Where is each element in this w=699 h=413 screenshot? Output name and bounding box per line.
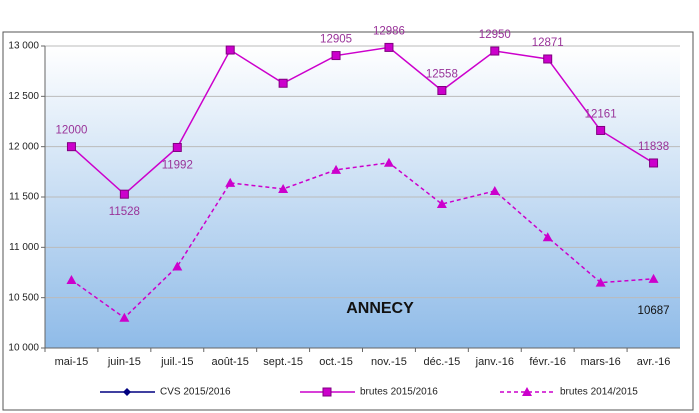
x-tick-label: juin-15: [107, 356, 141, 368]
x-tick-label: sept.-15: [263, 356, 303, 368]
marker: [490, 46, 500, 56]
y-tick-label: 10 500: [8, 292, 39, 303]
data-label: 11838: [638, 141, 669, 153]
y-tick-label: 10 000: [8, 343, 39, 354]
data-label: 12871: [532, 37, 564, 49]
data-label: 12950: [479, 29, 511, 41]
marker: [172, 261, 183, 271]
marker: [596, 125, 606, 135]
marker: [649, 158, 659, 168]
y-tick-label: 13 000: [8, 41, 39, 52]
x-tick-label: mai-15: [55, 356, 89, 368]
marker: [331, 164, 342, 174]
marker: [384, 42, 394, 52]
series-line: [71, 161, 654, 319]
marker: [436, 199, 447, 209]
data-label: 12558: [426, 69, 458, 81]
marker: [489, 185, 500, 195]
y-tick-label: 12 500: [8, 91, 39, 102]
y-tick-label: 11 500: [9, 192, 39, 203]
marker: [278, 78, 288, 88]
x-tick-label: août-15: [212, 356, 249, 368]
x-tick-label: avr.-16: [637, 356, 671, 368]
x-tick-label: févr.-16: [529, 356, 566, 368]
y-tick-label: 12 000: [8, 141, 39, 152]
y-tick-label: 11 000: [9, 242, 39, 253]
series-line: [70, 46, 654, 196]
data-label: 10687: [638, 305, 670, 317]
data-label: 12905: [320, 34, 352, 46]
marker: [331, 51, 341, 61]
x-tick-label: déc.-15: [424, 356, 461, 368]
data-label: 11992: [162, 160, 193, 172]
x-tick-label: oct.-15: [319, 356, 353, 368]
marker: [123, 388, 131, 396]
legend-label: brutes 2015/2016: [360, 387, 438, 398]
legend-label: brutes 2014/2015: [560, 387, 638, 398]
legend-label: CVS 2015/2016: [160, 387, 231, 398]
x-tick-label: nov.-15: [371, 356, 407, 368]
marker: [595, 277, 606, 287]
data-label: 12000: [55, 125, 87, 137]
marker: [542, 232, 553, 242]
data-label: 11528: [109, 206, 140, 218]
grid: [41, 45, 680, 352]
marker: [172, 142, 182, 152]
marker: [66, 275, 77, 285]
marker: [225, 45, 235, 55]
annotation: ANNECY: [346, 300, 414, 317]
marker: [66, 142, 76, 152]
data-label: 12161: [585, 108, 617, 120]
marker: [543, 54, 553, 64]
marker: [119, 312, 130, 322]
marker: [119, 189, 129, 199]
marker: [522, 387, 532, 396]
marks: [66, 42, 659, 322]
marker: [437, 85, 447, 95]
x-tick-label: juil.-15: [160, 356, 193, 368]
marker: [383, 157, 394, 167]
x-tick-label: mars-16: [580, 356, 620, 368]
marker: [278, 183, 289, 193]
x-tick-label: janv.-16: [475, 356, 514, 368]
marker: [225, 177, 236, 187]
data-label: 12986: [373, 25, 405, 37]
marker: [322, 387, 332, 397]
marker: [648, 273, 659, 283]
